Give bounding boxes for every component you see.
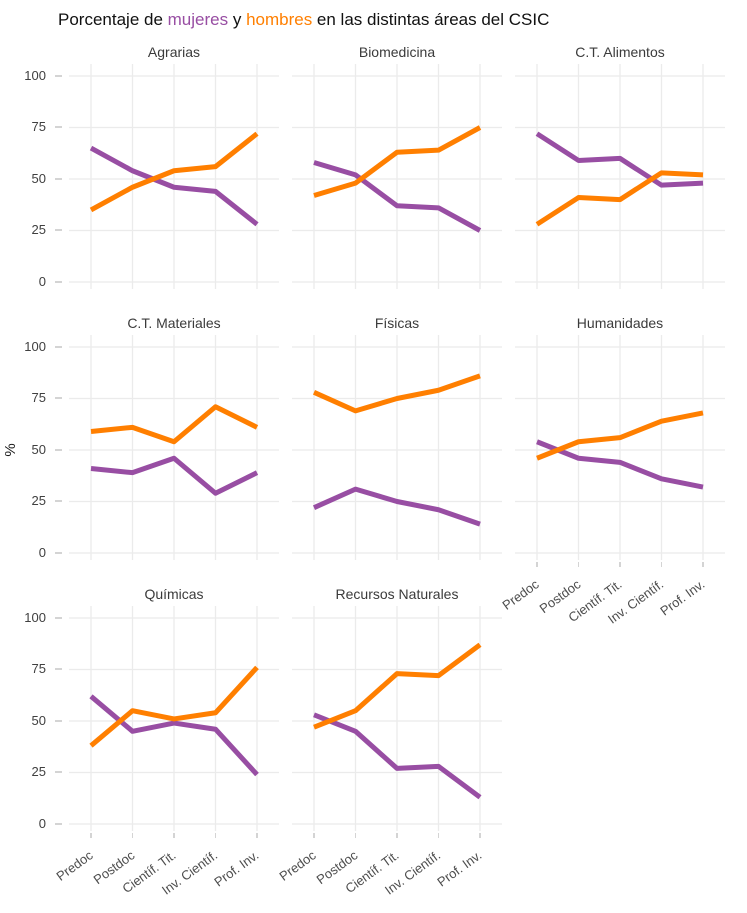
x-axis-humanidades: Predoc Postdoc Científ. Tit. Inv. Cientí… bbox=[499, 562, 725, 634]
y-tick-mark bbox=[55, 178, 62, 180]
y-tick-mark bbox=[55, 75, 62, 77]
y-tick-mark bbox=[55, 617, 62, 619]
facet-title: Físicas bbox=[374, 315, 420, 331]
facet-quimicas: Químicas bbox=[69, 582, 279, 831]
x-tick-mark bbox=[173, 833, 175, 838]
facet-ct-materiales: C.T. Materiales bbox=[69, 311, 279, 560]
y-tick-mark bbox=[55, 346, 62, 348]
y-tick-label: 50 bbox=[31, 713, 46, 728]
facet-title: C.T. Materiales bbox=[127, 315, 221, 331]
x-tick-mark bbox=[577, 562, 580, 567]
facet-plot-agrarias bbox=[69, 64, 279, 289]
y-axis-row-3: 100 75 50 25 0 bbox=[8, 582, 62, 831]
facet-plot-quimicas bbox=[69, 606, 279, 831]
facet-title: Agrarias bbox=[147, 44, 201, 60]
facet-fisicas: Físicas bbox=[292, 311, 502, 560]
x-axis-recursos-naturales: Predoc Postdoc Científ. Tit. Inv. Cientí… bbox=[276, 833, 502, 905]
y-tick-mark bbox=[55, 668, 62, 670]
y-tick-mark bbox=[55, 126, 62, 128]
y-tick-label: 0 bbox=[38, 274, 46, 289]
y-tick-mark bbox=[55, 449, 62, 451]
x-tick-mark bbox=[479, 833, 481, 838]
facet-title: Humanidades bbox=[576, 315, 664, 331]
chart-title-suffix: en las distintas áreas del CSIC bbox=[312, 10, 550, 29]
y-tick-label: 25 bbox=[31, 493, 46, 508]
y-tick-label: 0 bbox=[38, 545, 46, 560]
x-tick-mark bbox=[619, 562, 621, 567]
facet-recursos-naturales: Recursos Naturales bbox=[292, 582, 502, 831]
facet-grid: 100 75 50 25 0 Agrarias Biomedicina C.T.… bbox=[2, 40, 743, 905]
y-tick-label: 50 bbox=[31, 171, 46, 186]
facet-title: Biomedicina bbox=[358, 44, 436, 60]
facet-agrarias: Agrarias bbox=[69, 40, 279, 289]
y-tick-mark bbox=[55, 552, 62, 554]
x-axis-quimicas: Predoc Postdoc Científ. Tit. Inv. Cientí… bbox=[53, 833, 279, 905]
facet-plot-fisicas bbox=[292, 335, 502, 560]
y-tick-label: 75 bbox=[31, 119, 46, 134]
x-tick-mark bbox=[131, 833, 134, 838]
y-axis-title: % bbox=[2, 443, 20, 457]
y-tick-mark bbox=[55, 281, 62, 283]
y-tick-label: 100 bbox=[24, 339, 46, 354]
x-tick-mark bbox=[396, 833, 398, 838]
chart-title: Porcentaje de mujeres y hombres en las d… bbox=[58, 10, 743, 30]
y-tick-label: 100 bbox=[24, 68, 46, 83]
y-tick-label: 100 bbox=[24, 610, 46, 625]
y-tick-mark bbox=[55, 823, 62, 825]
y-tick-label: 0 bbox=[38, 816, 46, 831]
facet-plot-ct-materiales bbox=[69, 335, 279, 560]
x-tick-mark bbox=[702, 562, 704, 567]
facet-biomedicina: Biomedicina bbox=[292, 40, 502, 289]
y-tick-label: 25 bbox=[31, 222, 46, 237]
facet-plot-recursos-naturales bbox=[292, 606, 502, 831]
facet-humanidades: Humanidades bbox=[515, 311, 725, 560]
facet-plot-biomedicina bbox=[292, 64, 502, 289]
y-tick-label: 50 bbox=[31, 442, 46, 457]
facet-title: C.T. Alimentos bbox=[575, 44, 665, 60]
x-tick-mark bbox=[214, 833, 217, 838]
chart-title-prefix: Porcentaje de bbox=[58, 10, 168, 29]
y-tick-label: 75 bbox=[31, 661, 46, 676]
facet-plot-ct-alimentos bbox=[515, 64, 725, 289]
x-tick-label: Prof. Inv. bbox=[657, 576, 708, 619]
y-tick-mark bbox=[55, 229, 62, 231]
x-tick-mark bbox=[354, 833, 357, 838]
x-tick-label: Predoc bbox=[499, 576, 542, 613]
y-axis-row-2: % 100 75 50 25 0 bbox=[2, 311, 62, 560]
y-tick-mark bbox=[55, 397, 62, 399]
facet-title: Químicas bbox=[144, 586, 204, 602]
chart-title-hombres: hombres bbox=[246, 10, 313, 29]
x-tick-label: Prof. Inv. bbox=[434, 847, 485, 890]
facet-title: Recursos Naturales bbox=[335, 586, 459, 602]
facet-ct-alimentos: C.T. Alimentos bbox=[515, 40, 725, 289]
x-tick-mark bbox=[437, 833, 440, 838]
facet-plot-humanidades bbox=[515, 335, 725, 560]
x-tick-label: Predoc bbox=[276, 847, 319, 884]
y-axis-row-1: 100 75 50 25 0 bbox=[8, 40, 62, 289]
x-tick-mark bbox=[256, 833, 258, 838]
x-tick-mark bbox=[660, 562, 663, 567]
x-tick-mark bbox=[90, 833, 92, 838]
y-tick-mark bbox=[55, 720, 62, 722]
y-tick-label: 75 bbox=[31, 390, 46, 405]
y-tick-label: 25 bbox=[31, 764, 46, 779]
chart-title-mujeres: mujeres bbox=[167, 10, 229, 29]
x-tick-mark bbox=[536, 562, 538, 567]
chart-title-connector: y bbox=[228, 10, 247, 29]
x-tick-label: Predoc bbox=[53, 847, 96, 884]
y-tick-mark bbox=[55, 500, 62, 502]
x-tick-mark bbox=[313, 833, 315, 838]
y-tick-mark bbox=[55, 771, 62, 773]
x-tick-label: Prof. Inv. bbox=[211, 847, 262, 890]
